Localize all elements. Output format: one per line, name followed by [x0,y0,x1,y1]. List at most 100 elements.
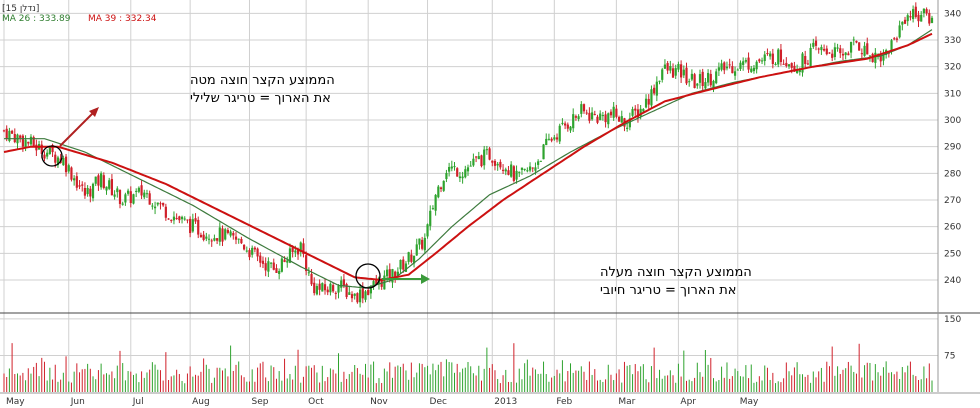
candle-body [259,255,262,263]
candle-body [421,239,424,249]
volume-tick-label: 150 [944,315,961,325]
candle-body [342,279,346,287]
candle-body [820,47,823,51]
candle-body [264,263,267,271]
candle-body [868,55,872,57]
candle-body [839,48,842,54]
candle-body [369,288,372,294]
bullish-annotation-line2: את הארוך = טריגר חיובי [600,283,736,298]
time-tick-label: 2013 [494,397,517,407]
time-tick-label: Feb [556,397,572,407]
price-tick-label: 310 [944,89,961,99]
candle-body [458,176,462,179]
candle-body [404,263,408,272]
candle-body [318,283,321,290]
candle-body [690,73,694,80]
candle-body [777,49,780,65]
candle-body [315,286,319,295]
candle-body [774,63,777,65]
price-axis: 240 250 260 270 280 290 300 310 320 330 340 [944,9,961,286]
candle-body [140,185,143,196]
candle-body [143,192,146,198]
candle-body [515,170,518,180]
candle-body [615,108,618,117]
volume-axis: 75 150 [944,315,961,362]
candle-body [8,130,11,142]
candle-body [564,123,567,126]
candle-body [394,271,397,279]
candle-body [879,54,882,62]
candle-body [901,21,904,25]
candle-body [189,218,192,234]
candle-body [488,148,491,160]
candle-body [531,167,534,169]
candle-body [337,285,340,293]
candle-body [663,64,667,69]
candle-body [345,284,348,298]
candle-body [191,219,194,232]
candle-body [523,168,526,170]
candle-body [32,137,35,147]
candle-body [580,104,583,114]
price-tick-label: 250 [944,249,961,259]
candle-body [110,179,114,196]
candle-body [224,229,227,240]
candle-body [696,83,699,86]
candle-body [501,169,505,171]
candle-body [334,292,337,294]
candle-body [167,218,170,220]
candle-body [437,186,440,198]
candle-body [253,247,256,250]
candle-body [674,68,677,76]
candle-body [731,66,734,74]
candle-body [631,109,634,116]
candle-body [62,158,65,166]
candle-body [666,63,669,71]
candle-body [464,169,467,178]
candle-body [644,98,648,108]
candle-body [73,178,76,181]
candle-body [399,259,402,270]
candle-body [712,80,715,88]
candle-body [677,64,680,70]
candle-body [685,67,688,84]
candle-body [847,53,850,56]
candle-body [539,160,542,162]
candle-body [153,206,157,209]
candle-body [278,270,281,274]
candle-body [577,116,580,120]
candle-body [609,111,613,116]
candle-body [607,113,610,125]
candle-body [806,63,810,65]
candle-body [286,260,289,263]
candle-body [742,61,745,65]
candle-body [116,188,119,193]
candle-body [647,98,650,105]
candle-body [194,218,197,222]
candle-body [526,170,529,172]
candle-body [361,287,364,299]
candle-body [94,176,97,184]
price-tick-label: 320 [944,63,961,73]
candle-body [917,14,920,22]
candle-body [410,254,413,262]
candle-body [825,48,828,55]
candle-body [771,53,774,64]
chart-grid [0,0,980,394]
candle-body [461,176,464,179]
candle-body [906,15,909,22]
candle-body [725,66,729,69]
candle-body [599,113,602,121]
candle-body [310,273,313,285]
candle-body [787,64,791,67]
candle-body [456,168,459,177]
candle-body [809,47,812,67]
candle-body [922,8,926,14]
candle-body [294,250,297,253]
candle-body [909,16,912,18]
candle-body [903,19,907,24]
candle-body [210,240,213,242]
candle-body [113,194,116,197]
candle-body [350,294,354,299]
candle-body [798,69,801,73]
